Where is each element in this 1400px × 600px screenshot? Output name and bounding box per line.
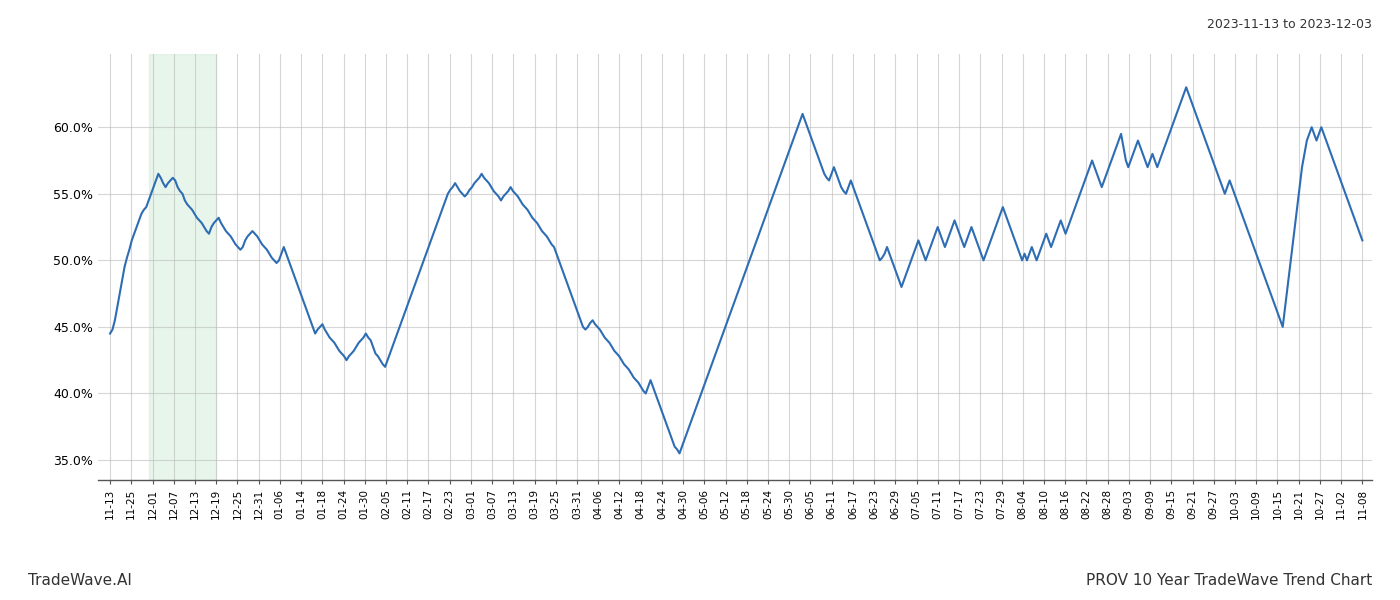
Text: 2023-11-13 to 2023-12-03: 2023-11-13 to 2023-12-03 — [1207, 18, 1372, 31]
Text: PROV 10 Year TradeWave Trend Chart: PROV 10 Year TradeWave Trend Chart — [1086, 573, 1372, 588]
Bar — [148, 54, 216, 480]
Text: TradeWave.AI: TradeWave.AI — [28, 573, 132, 588]
